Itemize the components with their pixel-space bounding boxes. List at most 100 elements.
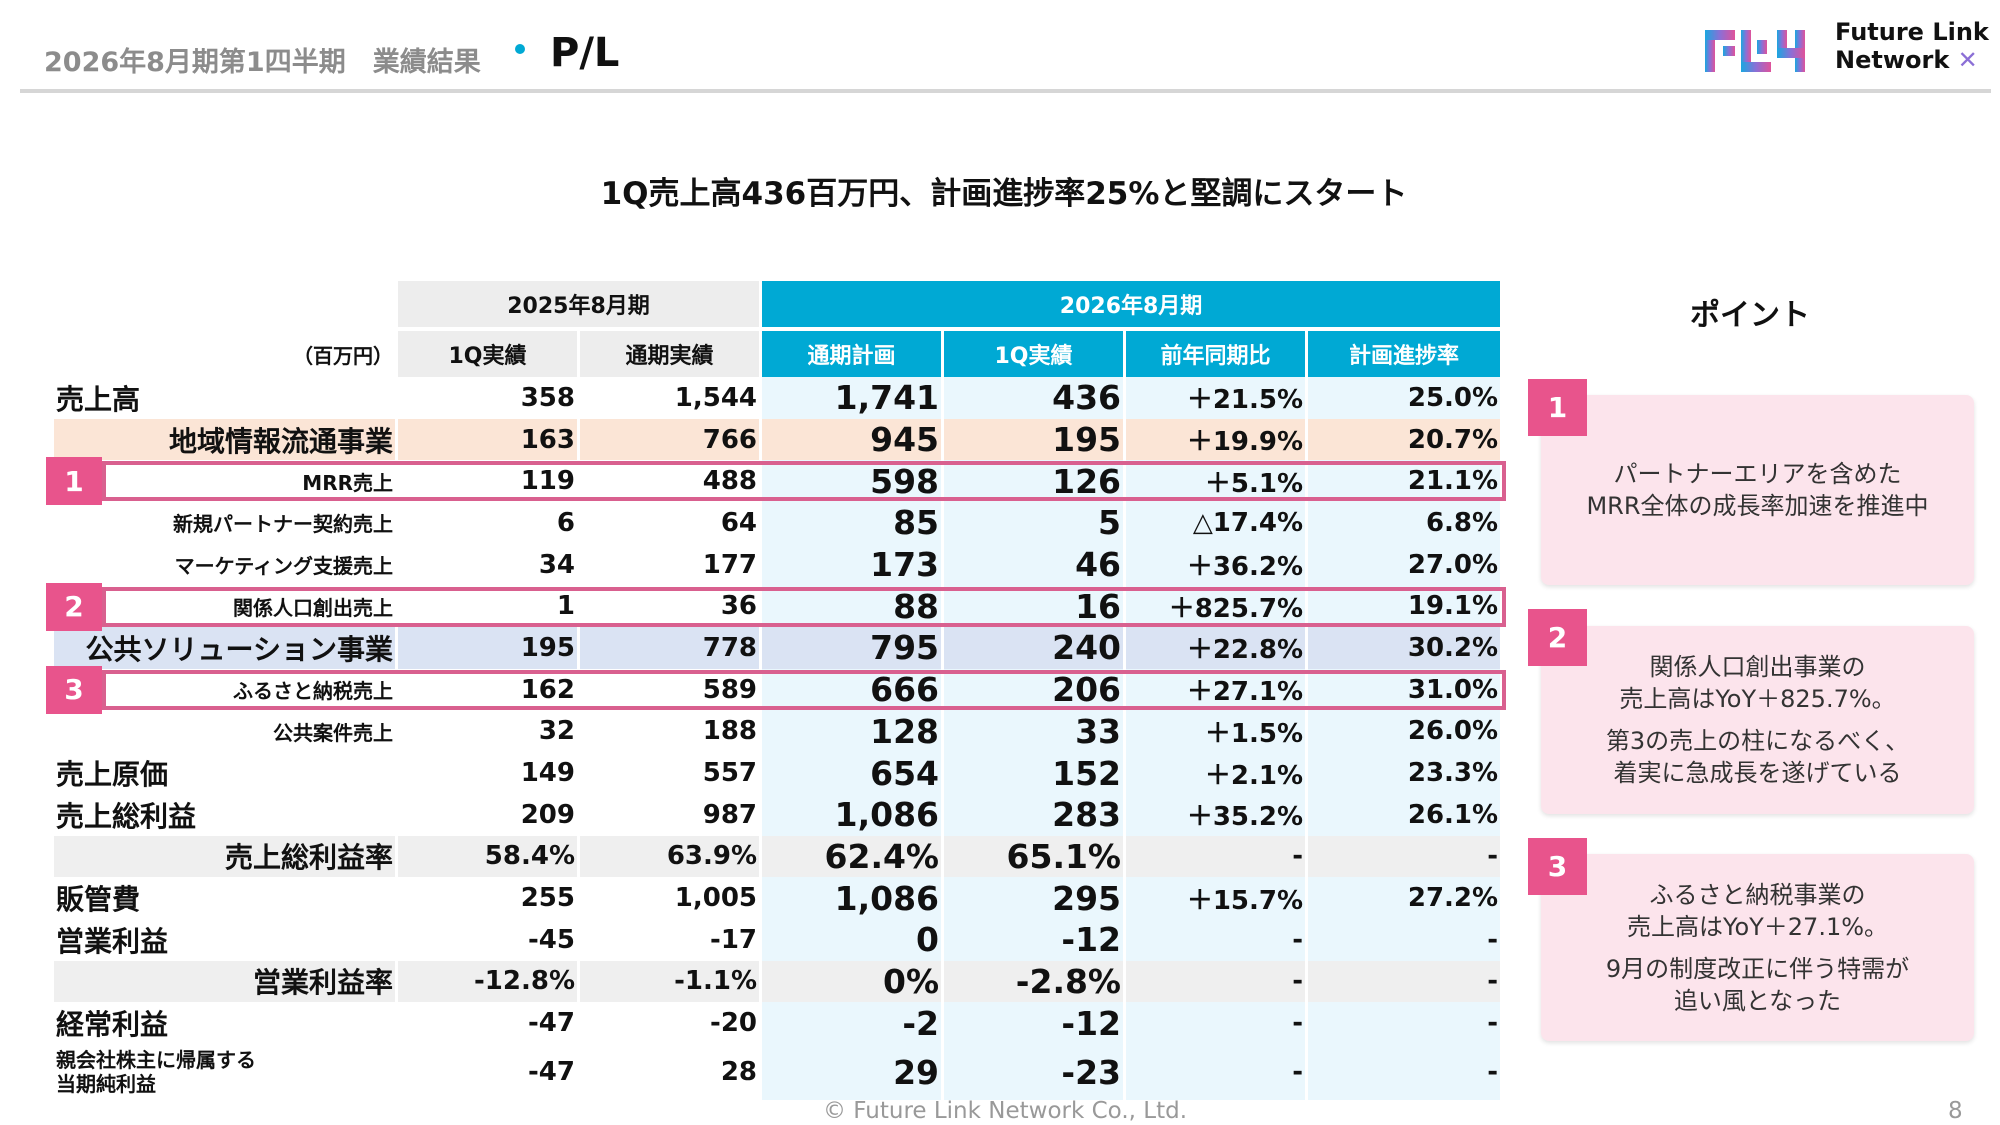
table-cell: 85 [762, 502, 942, 544]
page-title: P/L [550, 30, 620, 76]
table-cell: 945 [762, 418, 942, 461]
table-row: 関係人口創出売上 1 36 88 16 ＋825.7% 19.1% [54, 585, 1501, 628]
table-cell: 6 [398, 502, 577, 544]
table-row: マーケティング支援売上 34 177 173 46 ＋36.2% 27.0% [54, 543, 1501, 586]
table-cell: 598 [762, 460, 942, 503]
table-cell: 19.1% [1308, 585, 1501, 628]
table-cell: 666 [762, 668, 942, 711]
row-label: 営業利益率 [54, 960, 395, 1003]
table-cell: 36 [580, 585, 760, 628]
table-cell: ＋22.8% [1126, 627, 1306, 669]
table-cell: 128 [762, 710, 942, 753]
table-cell: -45 [398, 918, 577, 961]
row-label: 公共案件売上 [273, 720, 393, 745]
table-cell: 162 [398, 668, 577, 711]
table-cell: 654 [762, 752, 942, 794]
table-cell: 25.0% [1308, 377, 1501, 419]
table-cell: 5 [944, 502, 1124, 544]
table-cell: - [1308, 1044, 1501, 1100]
table-cell: - [1126, 835, 1306, 878]
table-cell: 1 [398, 585, 577, 628]
table-cell: 32 [398, 710, 577, 753]
table-row: 新規パートナー契約売上 6 64 85 5 △17.4% 6.8% [54, 502, 1501, 544]
table-row: 売上総利益率 58.4% 63.9% 62.4% 65.1% - - [54, 835, 1501, 878]
table-cell: -2.8% [944, 960, 1124, 1003]
page-number: 8 [1948, 1098, 1963, 1124]
card-text: 追い風となった [1673, 986, 1842, 1015]
col-header: 1Q実績 [398, 327, 577, 377]
table-cell: 26.1% [1308, 793, 1501, 836]
row-label: 親会社株主に帰属する 当期純利益 [54, 1044, 395, 1100]
table-cell: △17.4% [1126, 502, 1306, 544]
table-cell: 29 [762, 1044, 942, 1100]
table-cell: -47 [398, 1044, 577, 1100]
table-cell: 0% [762, 960, 942, 1003]
table-cell: 16 [944, 585, 1124, 628]
table-cell: - [1126, 1002, 1306, 1044]
breadcrumb-title: 2026年8月期第1四半期 業績結果 [44, 47, 481, 78]
table-cell: 206 [944, 668, 1124, 711]
table-cell: ＋2.1% [1126, 752, 1306, 794]
table-cell: -12 [944, 1002, 1124, 1044]
table-cell: 88 [762, 585, 942, 628]
table-cell: 195 [398, 627, 577, 669]
table-cell: 209 [398, 793, 577, 836]
table-cell: -47 [398, 1002, 577, 1044]
card-text: 関係人口創出事業の [1649, 653, 1866, 681]
table-cell: 173 [762, 543, 942, 586]
row-label: 売上原価 [56, 758, 169, 792]
table-cell: 20.7% [1308, 418, 1501, 461]
table-cell: ＋1.5% [1126, 710, 1306, 753]
col-header: 通期計画 [762, 327, 942, 377]
table-cell: 195 [944, 418, 1124, 461]
point-badge: 1 [1528, 379, 1587, 436]
table-cell: 283 [944, 793, 1124, 836]
card-text: ふるさと納税事業の [1649, 880, 1866, 909]
table-cell: ＋825.7% [1126, 585, 1306, 628]
header-divider [20, 89, 1991, 93]
table-cell: ＋36.2% [1126, 543, 1306, 586]
table-row: 営業利益率 -12.8% -1.1% 0% -2.8% - - [54, 960, 1501, 1003]
card-text: MRR全体の成長率加速を推進中 [1586, 492, 1929, 520]
card-text: 売上高はYoY＋825.7%。 [1619, 685, 1896, 713]
highlight-badge: 1 [46, 457, 102, 506]
table-cell: 30.2% [1308, 627, 1501, 669]
table-row: 公共案件売上 32 188 128 33 ＋1.5% 26.0% [54, 710, 1501, 753]
row-label: 新規パートナー契約売上 [173, 512, 393, 537]
table-row: 親会社株主に帰属する 当期純利益 -47 28 29 -23- - [54, 1044, 1501, 1100]
row-label: 営業利益 [56, 924, 169, 958]
table-cell: 177 [580, 543, 760, 586]
row-label: 公共ソリューション事業 [54, 627, 395, 669]
table-cell: 1,005 [580, 877, 760, 919]
row-label: 売上高 [56, 382, 141, 416]
table-cell: 34 [398, 543, 577, 586]
table-cell: 46 [944, 543, 1124, 586]
table-cell: 778 [580, 627, 760, 669]
table-cell: 33 [944, 710, 1124, 753]
points-title: ポイント [1690, 298, 1810, 333]
copyright-footer: © Future Link Network Co., Ltd. [822, 1098, 1188, 1124]
table-cell: ＋35.2% [1126, 793, 1306, 836]
table-cell: 126 [944, 460, 1124, 503]
table-cell: 58.4% [398, 835, 577, 878]
point-card: パートナーエリアを含めた MRR全体の成長率加速を推進中 [1541, 395, 1974, 585]
table-cell: -23 [944, 1044, 1124, 1100]
table-row: 売上原価 149 557 654 152 ＋2.1% 23.3% [54, 752, 1501, 794]
table-cell: - [1308, 1002, 1501, 1044]
highlight-badge: 2 [46, 582, 102, 631]
table-row: 公共ソリューション事業 195 778 795 240 ＋22.8% 30.2% [54, 627, 1501, 669]
table-cell: - [1126, 918, 1306, 961]
col-header: 通期実績 [580, 327, 760, 377]
group-header-2025: 2025年8月期 [398, 281, 760, 327]
table-cell: 436 [944, 377, 1124, 419]
table-cell: -17 [580, 918, 760, 961]
table-cell: -12.8% [398, 960, 577, 1003]
table-cell: ＋5.1% [1126, 460, 1306, 503]
table-cell: - [1308, 835, 1501, 878]
table-cell: 0 [762, 918, 942, 961]
table-cell: 557 [580, 752, 760, 794]
table-row: 営業利益 -45 -17 0 -12- - [54, 918, 1501, 961]
table-cell: 1,544 [580, 377, 760, 419]
highlight-badge: 3 [46, 665, 102, 714]
row-label: 経常利益 [56, 1008, 169, 1042]
